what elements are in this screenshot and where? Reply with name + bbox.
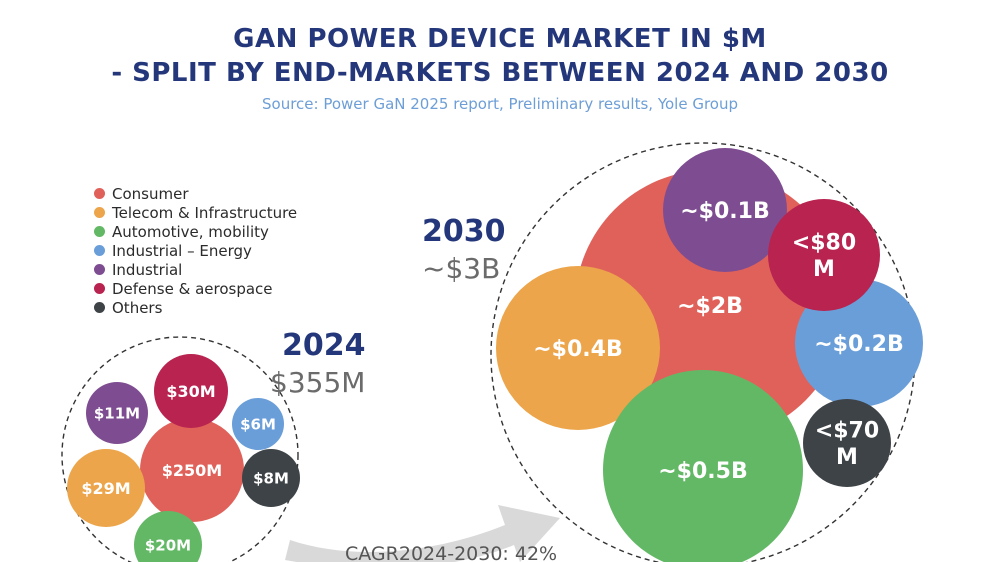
bubble-label-2024-industrial-energy: $6M [240,415,276,433]
growth-arrow [285,505,560,562]
legend-label-industrial-energy: Industrial – Energy [112,241,252,260]
legend-swatch-industrial-energy [94,245,105,256]
cagr-label: CAGR2024-2030: 42% [345,543,557,562]
total-2030-label: ~$3B [422,252,501,285]
bubble-label-2030-industrial-energy: ~$0.2B [814,332,903,357]
bubble-label-2024-telecom-infrastructure: $29M [81,479,130,498]
bubble-2024-others [242,449,300,507]
legend-label-others: Others [112,298,163,317]
bubble-label-2030-industrial: ~$0.1B [680,199,769,224]
legend-swatch-telecom [94,207,105,218]
bubble-2024-defense-aerospace [154,354,228,428]
bubble-2030-others [803,399,891,487]
year-2030-label: 2030 [422,214,506,249]
legend-item-others: Others [94,298,297,317]
bubble-2024-consumer [140,418,244,522]
legend-item-defense: Defense & aerospace [94,279,297,298]
bubble-label-2024-consumer: $250M [162,461,222,480]
bubble-2024-automotive-mobility [134,511,202,562]
bubble-2024-industrial-energy [232,398,284,450]
legend-swatch-defense [94,283,105,294]
bubble-2024-telecom-infrastructure [67,449,145,527]
bubble-2030-defense-aerospace [768,199,880,311]
chart-source: Source: Power GaN 2025 report, Prelimina… [262,95,738,113]
bubble-2030-telecom-infrastructure [496,266,660,430]
bubble-label-2030-defense-aerospace: <$80 M [792,231,856,282]
legend-swatch-industrial [94,264,105,275]
legend-item-industrial-energy: Industrial – Energy [94,241,297,260]
bubble-label-2024-industrial: $11M [94,404,140,422]
bubble-2024-industrial [86,382,148,444]
legend-item-automotive: Automotive, mobility [94,222,297,241]
legend-item-industrial: Industrial [94,260,297,279]
legend-label-telecom: Telecom & Infrastructure [112,203,298,222]
bubble-label-2030-others: <$70 M [815,419,879,470]
legend-label-defense: Defense & aerospace [112,279,273,298]
legend-item-consumer: Consumer [94,184,297,203]
legend-swatch-automotive [94,226,105,237]
bubble-label-2030-consumer: ~$2B [677,294,743,319]
bubble-outline-2024 [61,336,299,562]
chart-title-line-2: - SPLIT BY END-MARKETS BETWEEN 2024 AND … [111,58,889,88]
bubble-label-2030-automotive-mobility: ~$0.5B [658,459,747,484]
bubble-label-2024-defense-aerospace: $30M [166,382,215,401]
legend-swatch-others [94,302,105,313]
legend-label-consumer: Consumer [112,184,189,203]
chart-title-line-1: GAN POWER DEVICE MARKET IN $M [233,24,767,54]
year-2024-label: 2024 [282,328,366,363]
bubble-2030-industrial-energy [795,279,923,407]
total-2024-label: $355M [270,366,366,399]
legend-item-telecom: Telecom & Infrastructure [94,203,297,222]
legend-swatch-consumer [94,188,105,199]
bubble-2030-automotive-mobility [603,370,803,562]
legend-label-automotive: Automotive, mobility [112,222,269,241]
bubble-2030-industrial [663,148,787,272]
bubble-label-2024-automotive-mobility: $20M [145,536,191,554]
bubble-label-2024-others: $8M [253,469,289,487]
legend: Consumer Telecom & Infrastructure Automo… [94,184,297,317]
bubble-label-2030-telecom-infrastructure: ~$0.4B [533,337,622,362]
legend-label-industrial: Industrial [112,260,183,279]
